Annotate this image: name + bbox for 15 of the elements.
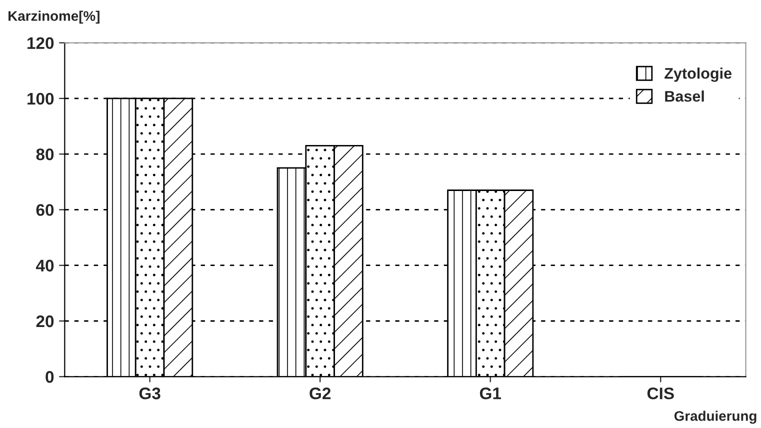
y-tick-label: 40 xyxy=(36,260,54,272)
x-tick-label: G2 xyxy=(310,387,331,400)
legend-label: Zytologie xyxy=(664,68,732,82)
y-tick-label: 0 xyxy=(46,371,54,383)
legend-label: Basel xyxy=(665,90,704,102)
y-tick-label: 100 xyxy=(28,92,54,105)
x-tick-label: G1 xyxy=(480,387,502,400)
y-tick-label: 120 xyxy=(28,37,54,50)
x-tick-label: CIS xyxy=(647,387,674,400)
y-tick-label: 80 xyxy=(36,148,54,160)
x-tick-label: G3 xyxy=(139,387,160,400)
y-tick-label: 20 xyxy=(36,315,54,328)
y-tick-label: 60 xyxy=(36,204,54,216)
x-axis-title: Graduierung xyxy=(674,410,756,424)
y-axis-title: Karzinome[%] xyxy=(8,10,100,24)
